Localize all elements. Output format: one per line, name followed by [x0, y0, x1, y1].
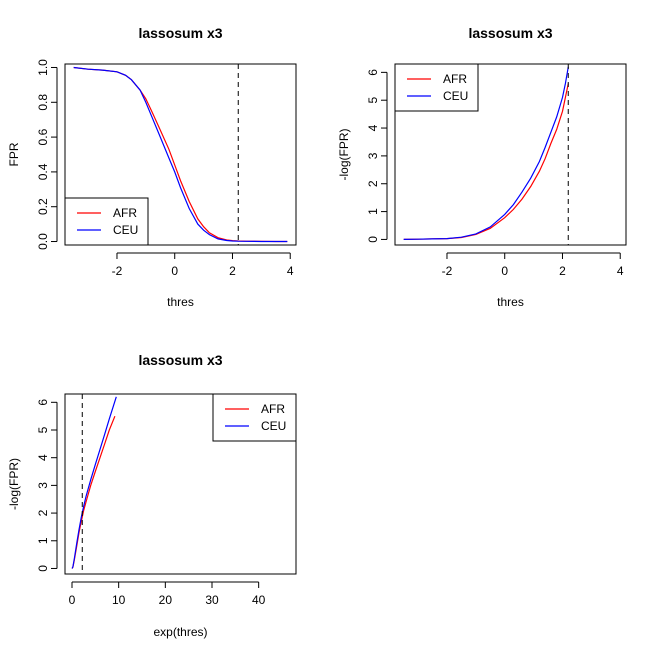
- x-tick-label: 4: [617, 264, 624, 278]
- legend: AFR CEU: [394, 63, 479, 112]
- y-tick-label: 4: [36, 454, 50, 461]
- legend: AFR CEU: [64, 197, 149, 246]
- chart-title: lassosum x3: [138, 352, 222, 368]
- x-tick-label: -2: [442, 264, 453, 278]
- y-axis-label: -log(FPR): [337, 128, 351, 180]
- legend-label: AFR: [113, 206, 137, 220]
- x-tick-label: 30: [205, 593, 219, 607]
- y-tick-label: 6: [36, 399, 50, 406]
- y-tick-label: 0.0: [36, 233, 50, 250]
- y-axis-label: -log(FPR): [7, 458, 21, 510]
- y-tick-label: 0.2: [36, 198, 50, 215]
- series-line-afr: [71, 415, 116, 569]
- x-tick-label: 20: [159, 593, 173, 607]
- x-tick-label: 0: [171, 264, 178, 278]
- y-tick-label: 5: [366, 97, 380, 104]
- plot-frame: [64, 393, 297, 575]
- y-tick-label: 1: [36, 537, 50, 544]
- x-tick-label: 0: [69, 593, 76, 607]
- x-tick-label: 0: [501, 264, 508, 278]
- legend-label: CEU: [113, 223, 138, 237]
- x-tick-label: 2: [559, 264, 566, 278]
- y-tick-label: 3: [36, 482, 50, 489]
- legend-box: [394, 63, 479, 112]
- y-tick-label: 1: [366, 208, 380, 215]
- x-tick-label: 10: [112, 593, 126, 607]
- y-tick-label: 6: [366, 69, 380, 76]
- x-tick-label: 4: [287, 264, 294, 278]
- y-tick-label: 2: [36, 509, 50, 516]
- x-axis-label: thres: [497, 295, 524, 309]
- x-tick-label: 40: [252, 593, 266, 607]
- y-tick-label: 3: [366, 152, 380, 159]
- x-axis-label: exp(thres): [153, 625, 207, 639]
- legend-label: AFR: [443, 72, 467, 86]
- chart-panel-2: lassosum x3 -2 0 2 4 thres 0 1 2 3 4 5 6 -log(FPR) AFR…: [337, 25, 627, 309]
- legend-label: CEU: [443, 89, 468, 103]
- x-tick-label: 2: [229, 264, 236, 278]
- y-tick-label: 0.4: [36, 163, 50, 180]
- series-line-ceu: [73, 66, 288, 243]
- legend-label: AFR: [261, 402, 285, 416]
- y-axis-label: FPR: [7, 142, 21, 166]
- x-axis-label: thres: [167, 295, 194, 309]
- series-line-ceu: [71, 396, 117, 569]
- plot-frame: [394, 63, 627, 246]
- y-tick-label: 0.6: [36, 128, 50, 145]
- y-tick-label: 5: [36, 426, 50, 433]
- chart-title: lassosum x3: [468, 25, 552, 41]
- chart-title: lassosum x3: [138, 25, 222, 41]
- y-tick-label: 0: [36, 565, 50, 572]
- legend-box: [64, 197, 149, 246]
- legend: AFR CEU: [212, 393, 297, 442]
- chart-panel-3: lassosum x3 0 10 20 30 40 exp(thres) 0 1 2 3 4 5 6 -lo…: [7, 352, 297, 639]
- legend-label: CEU: [261, 419, 286, 433]
- series-line-ceu: [403, 66, 569, 240]
- y-tick-label: 2: [366, 180, 380, 187]
- x-tick-label: -2: [112, 264, 123, 278]
- y-tick-label: 4: [366, 124, 380, 131]
- legend-box: [212, 393, 297, 442]
- y-tick-label: 0: [366, 236, 380, 243]
- y-tick-label: 0.8: [36, 94, 50, 111]
- chart-panel-1: lassosum x3 -2 0 2 4 thres 0.0 0.2 0.4 0.6 0.8 1.0 F…: [7, 25, 297, 309]
- plot-frame: [64, 63, 297, 246]
- y-tick-label: 1.0: [36, 59, 50, 76]
